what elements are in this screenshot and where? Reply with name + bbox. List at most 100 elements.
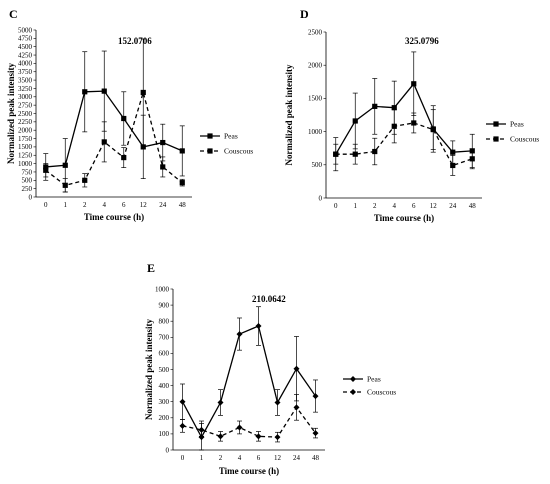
data-point: [43, 167, 49, 173]
x-tick-label: 6: [122, 201, 126, 209]
series-line: [182, 406, 317, 438]
x-tick-label: 4: [238, 454, 242, 462]
y-tick-label: 1000: [18, 160, 33, 168]
legend-label: Couscous: [510, 135, 539, 144]
x-tick-label: 2: [219, 454, 223, 462]
y-axis-title: Normalized peak intensity: [144, 319, 154, 420]
x-tick-label: 6: [257, 454, 261, 462]
y-tick-label: 3750: [18, 68, 33, 76]
series-line: [335, 82, 473, 155]
data-point: [333, 151, 339, 157]
data-point: [160, 164, 166, 170]
data-point: [179, 148, 185, 154]
y-tick-label: 750: [22, 168, 33, 176]
legend-marker: [493, 136, 499, 142]
y-tick-label: 400: [159, 382, 170, 390]
y-tick-label: 4000: [18, 60, 33, 68]
data-point: [274, 434, 281, 441]
data-point: [411, 81, 417, 87]
series-line: [45, 90, 183, 168]
y-tick-label: 3500: [18, 76, 33, 84]
y-tick-label: 900: [159, 301, 170, 309]
x-tick-label: 12: [274, 454, 282, 462]
data-point: [101, 139, 107, 145]
data-point: [391, 123, 397, 129]
y-tick-label: 500: [312, 161, 323, 169]
y-tick-label: 100: [159, 430, 170, 438]
x-tick-label: 48: [312, 454, 320, 462]
mz-annotation: 325.0796: [405, 36, 439, 46]
y-tick-label: 3000: [18, 93, 33, 101]
data-point: [312, 393, 319, 400]
data-point: [372, 103, 378, 109]
y-tick-label: 600: [159, 350, 170, 358]
panel-letter: E: [147, 261, 155, 275]
x-axis-title: Time course (h): [84, 212, 144, 222]
legend-label: Peas: [367, 375, 381, 384]
data-point: [450, 162, 456, 169]
data-point: [469, 156, 475, 162]
x-tick-label: 1: [200, 454, 204, 462]
chart-panel-e: E 210.0642 0 100 200 300 400 500 600 700 800 900 100…: [144, 261, 396, 476]
legend-marker: [350, 389, 356, 395]
legend-label: Peas: [510, 120, 524, 129]
series-couscous: [179, 394, 319, 443]
legend-marker: [207, 133, 213, 139]
series-couscous: [333, 109, 475, 176]
legend-item-couscous: Couscous: [343, 388, 396, 397]
x-tick-label: 1: [354, 202, 358, 210]
y-tick-label: 0: [166, 446, 170, 454]
data-point: [198, 434, 205, 441]
y-tick-label: 2500: [308, 28, 323, 36]
data-point: [411, 120, 417, 126]
data-point: [217, 399, 224, 406]
data-point: [179, 180, 185, 186]
x-axis-title: Time course (h): [219, 466, 279, 476]
x-tick-label: 48: [469, 202, 477, 210]
x-tick-label: 2: [83, 201, 87, 209]
y-tick-label: 500: [159, 366, 170, 374]
data-point: [160, 139, 166, 146]
data-point: [293, 365, 300, 372]
y-tick-label: 700: [159, 334, 170, 342]
data-point: [140, 89, 146, 96]
legend-item-peas: Peas: [486, 120, 524, 129]
data-point: [179, 422, 186, 429]
data-point: [236, 331, 243, 338]
data-point: [198, 426, 205, 433]
series-peas: [43, 50, 185, 193]
y-tick-label: 2750: [18, 101, 33, 109]
data-point: [217, 433, 224, 440]
data-point: [352, 151, 358, 157]
legend-item-couscous: Couscous: [486, 135, 539, 144]
y-tick-label: 0: [319, 194, 323, 202]
data-point: [82, 89, 88, 95]
x-tick-label: 12: [140, 201, 148, 209]
data-point: [430, 127, 436, 133]
y-tick-label: 3250: [18, 85, 33, 93]
y-tick-label: 0: [29, 193, 33, 201]
series-line: [335, 122, 473, 167]
x-tick-label: 24: [449, 202, 457, 210]
y-tick-label: 200: [159, 414, 170, 422]
legend-item-couscous: Couscous: [200, 147, 253, 156]
data-point: [372, 148, 378, 155]
data-point: [274, 399, 281, 406]
data-point: [236, 424, 243, 431]
y-tick-label: 1500: [18, 143, 33, 151]
data-point: [140, 144, 146, 150]
data-point: [293, 404, 300, 411]
y-tick-label: 500: [22, 177, 33, 185]
x-tick-label: 0: [334, 202, 338, 210]
y-tick-label: 2500: [18, 110, 33, 118]
x-tick-label: 2: [373, 202, 377, 210]
series-couscous: [43, 38, 185, 193]
y-tick-label: 1000: [155, 285, 170, 293]
x-tick-label: 24: [293, 454, 301, 462]
panel-letter: D: [300, 7, 309, 21]
legend-label: Couscous: [224, 147, 253, 156]
data-point: [352, 118, 358, 124]
y-tick-label: 1000: [308, 128, 323, 136]
